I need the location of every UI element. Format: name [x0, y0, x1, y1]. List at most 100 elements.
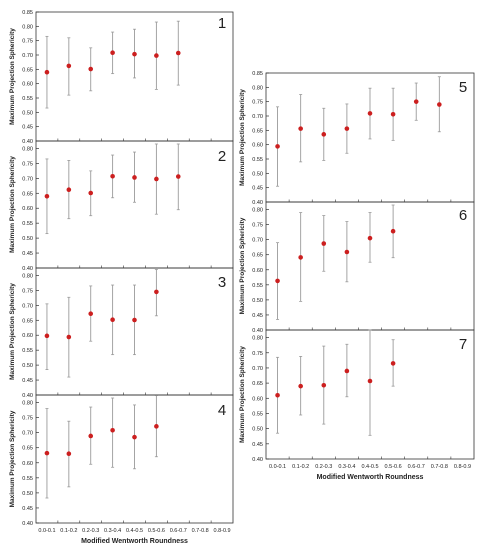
- x-tick-label: 0.5-0.6: [148, 528, 165, 534]
- x-tick-label: 0.8-0.9: [213, 528, 230, 534]
- x-tick-label: 0.2-0.3: [315, 464, 332, 470]
- y-tick-label: 0.70: [252, 366, 263, 372]
- data-point: [110, 173, 115, 179]
- y-tick-label: 0.70: [22, 176, 33, 182]
- data-point: [437, 102, 442, 107]
- y-tick-label: 0.60: [252, 268, 263, 274]
- y-tick-label: 0.40: [252, 457, 263, 463]
- y-tick-label: 0.55: [22, 96, 33, 102]
- x-axis-label: Modified Wentworth Roundness: [81, 538, 188, 545]
- x-tick-label: 0.3-0.4: [104, 528, 121, 534]
- data-point: [321, 382, 327, 388]
- y-tick-label: 0.65: [252, 381, 263, 387]
- panel-number-label: 4: [218, 402, 226, 419]
- y-tick-label: 0.65: [22, 67, 33, 73]
- panel-number-label: 2: [218, 148, 226, 165]
- y-tick-label: 0.60: [22, 333, 33, 339]
- data-point: [88, 66, 94, 72]
- y-tick-label: 0.65: [252, 128, 263, 134]
- x-tick-label: 0.7-0.8: [192, 528, 209, 534]
- data-point: [175, 174, 181, 179]
- y-tick-label: 0.45: [252, 186, 263, 192]
- y-tick-label: 0.55: [252, 411, 263, 417]
- y-tick-label: 0.55: [252, 283, 263, 289]
- y-tick-label: 0.50: [252, 427, 263, 433]
- data-point: [367, 111, 373, 116]
- y-tick-label: 0.80: [22, 146, 33, 152]
- data-point: [132, 434, 137, 440]
- data-point: [344, 368, 350, 374]
- y-tick-label: 0.45: [252, 313, 263, 319]
- data-point: [154, 424, 159, 429]
- y-axis-label: Maximum Projection Sphericity: [239, 89, 246, 186]
- chart-panel-6: 0.40 0.45 0.50 0.55 0.60 0.65 0.70 0.75 0.80 Maxi…: [239, 201, 475, 334]
- y-tick-label: 0.50: [252, 298, 263, 304]
- panel-number-label: 6: [459, 207, 467, 224]
- y-axis-label: Maximum Projection Sphericity: [239, 217, 246, 314]
- y-tick-label: 0.75: [22, 288, 33, 294]
- data-point: [390, 228, 396, 234]
- data-point: [175, 50, 181, 56]
- y-tick-label: 0.60: [22, 461, 33, 467]
- y-tick-label: 0.80: [22, 24, 33, 30]
- y-tick-label: 0.65: [252, 253, 263, 259]
- x-tick-label: 0.5-0.6: [385, 464, 402, 470]
- x-tick-label: 0.3-0.4: [338, 464, 355, 470]
- y-tick-label: 0.70: [252, 238, 263, 244]
- x-tick-label: 0.6-0.7: [170, 528, 187, 534]
- y-tick-label: 0.80: [252, 208, 263, 214]
- y-tick-label: 0.45: [252, 442, 263, 448]
- x-tick-label: 0.1-0.2: [60, 528, 77, 534]
- data-point: [66, 451, 72, 457]
- data-point: [344, 249, 350, 255]
- y-axis-label: Maximum Projection Sphericity: [9, 410, 16, 507]
- y-tick-label: 0.65: [22, 191, 33, 197]
- y-tick-label: 0.45: [22, 506, 33, 512]
- data-point: [367, 235, 373, 241]
- y-tick-label: 0.70: [22, 303, 33, 309]
- y-axis-label: Maximum Projection Sphericity: [239, 346, 246, 443]
- data-point: [275, 144, 280, 149]
- x-tick-label: 0.4-0.5: [361, 464, 378, 470]
- data-point: [44, 193, 50, 199]
- data-point: [44, 333, 50, 339]
- data-point: [298, 255, 303, 260]
- y-tick-label: 0.80: [22, 401, 33, 407]
- data-point: [88, 311, 94, 317]
- x-tick-label: 0.8-0.9: [454, 464, 471, 470]
- y-tick-label: 0.40: [22, 266, 33, 272]
- y-tick-label: 0.75: [22, 416, 33, 422]
- chart-panel-1: 0.40 0.45 0.50 0.55 0.60 0.65 0.70 0.75 0.80 0.85…: [9, 10, 234, 145]
- y-tick-label: 0.60: [22, 82, 33, 88]
- y-tick-label: 0.75: [252, 100, 263, 106]
- y-tick-label: 0.50: [22, 491, 33, 497]
- y-tick-label: 0.40: [252, 328, 263, 334]
- data-point: [413, 99, 419, 104]
- data-point: [110, 317, 115, 322]
- x-tick-label: 0.0-0.1: [38, 528, 55, 534]
- x-tick-label: 0.0-0.1: [269, 464, 286, 470]
- y-tick-label: 0.70: [252, 114, 263, 120]
- plot-frame: [35, 394, 234, 524]
- x-tick-label: 0.6-0.7: [408, 464, 425, 470]
- x-tick-label: 0.4-0.5: [126, 528, 143, 534]
- data-point: [132, 317, 137, 323]
- y-tick-label: 0.70: [22, 53, 33, 59]
- y-tick-label: 0.80: [252, 85, 263, 91]
- y-tick-label: 0.50: [22, 110, 33, 116]
- y-tick-label: 0.60: [22, 206, 33, 212]
- y-tick-label: 0.40: [22, 139, 33, 145]
- data-point: [88, 190, 94, 196]
- data-point: [132, 51, 137, 57]
- y-tick-label: 0.45: [22, 378, 33, 384]
- data-point: [154, 53, 159, 58]
- y-tick-label: 0.60: [252, 396, 263, 402]
- data-point: [390, 361, 396, 366]
- y-tick-label: 0.55: [252, 157, 263, 163]
- y-tick-label: 0.40: [22, 393, 33, 399]
- data-point: [154, 176, 159, 182]
- y-tick-label: 0.75: [252, 223, 263, 229]
- x-axis-label: Modified Wentworth Roundness: [317, 474, 424, 481]
- chart-panel-3: 0.40 0.45 0.50 0.55 0.60 0.65 0.70 0.75 0.80 Maxi…: [9, 267, 234, 399]
